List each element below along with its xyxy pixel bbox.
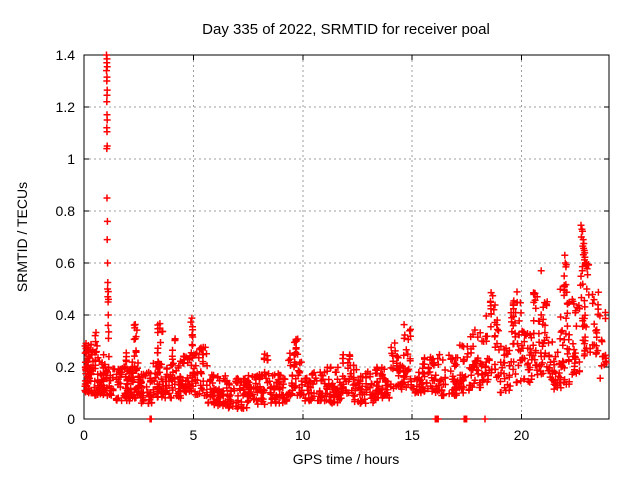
y-axis-label: SRMTID / TECUs	[14, 182, 30, 292]
x-axis-label: GPS time / hours	[293, 451, 400, 467]
chart-title: Day 335 of 2022, SRMTID for receiver poa…	[202, 21, 490, 38]
tick-label-layer: 0 5 10 15 20 0 0.2 0.4 0.6 0.8 1 1.2 1.4	[56, 47, 530, 443]
y-tick-label: 0	[67, 411, 75, 427]
y-tick-label: 0.4	[56, 307, 76, 323]
x-tick-label: 0	[80, 427, 88, 443]
y-tick-label: 1.4	[56, 47, 76, 63]
y-tick-label: 1.2	[56, 99, 76, 115]
y-tick-label: 1	[67, 151, 75, 167]
scatter-points	[81, 51, 610, 423]
y-tick-label: 0.6	[56, 255, 76, 271]
frame-layer	[83, 54, 610, 420]
x-tick-label: 20	[514, 427, 530, 443]
scatter-points-layer	[81, 51, 610, 423]
y-tick-label: 0.2	[56, 359, 76, 375]
y-tick-label: 0.8	[56, 203, 76, 219]
x-tick-label: 5	[189, 427, 197, 443]
plot-border	[83, 54, 610, 420]
x-tick-label: 15	[404, 427, 420, 443]
x-tick-label: 10	[295, 427, 311, 443]
